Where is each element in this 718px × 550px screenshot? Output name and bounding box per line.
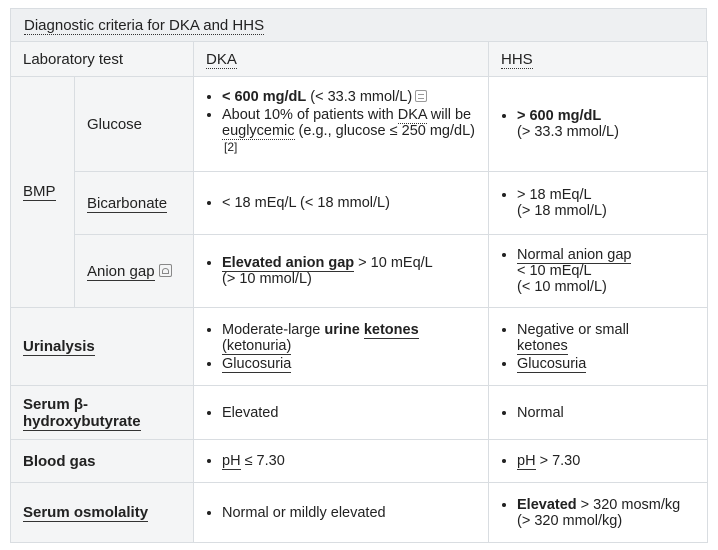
glucose-hhs: > 600 mg/dL(> 33.3 mmol/L) bbox=[488, 76, 708, 172]
serum-bhb-dka: Elevated bbox=[193, 385, 489, 440]
row-serum-bhb: Serum β-hydroxybutyrate Elevated Normal bbox=[10, 385, 708, 440]
bicarbonate-label: Bicarbonate bbox=[74, 171, 194, 235]
glucose-label: Glucose bbox=[74, 76, 194, 172]
glucose-dka: < 600 mg/dL (< 33.3 mmol/L) About 10% of… bbox=[193, 76, 489, 172]
serum-bhb-hhs: Normal bbox=[488, 385, 708, 440]
bicarbonate-hhs: > 18 mEq/L(> 18 mmol/L) bbox=[488, 171, 708, 235]
row-blood-gas: Blood gas pH ≤ 7.30 pH > 7.30 bbox=[10, 439, 708, 483]
reference-link[interactable]: [2] bbox=[224, 140, 238, 154]
row-urinalysis: Urinalysis Moderate-large urine ketones(… bbox=[10, 307, 708, 386]
header-row: Laboratory test DKA HHS bbox=[10, 41, 708, 77]
bmp-cell: BMP bbox=[10, 76, 75, 308]
row-serum-osmolality: Serum osmolality Normal or mildly elevat… bbox=[10, 482, 708, 543]
serum-osm-hhs: Elevated > 320 mosm/kg(> 320 mmol/kg) bbox=[488, 482, 708, 543]
header-dka: DKA bbox=[193, 41, 489, 77]
row-glucose: BMP Glucose < 600 mg/dL (< 33.3 mmol/L) … bbox=[10, 76, 708, 308]
dka-hhs-table-container: Diagnostic criteria for DKA and HHS Labo… bbox=[10, 8, 708, 543]
anion-gap-label: Anion gap bbox=[74, 234, 194, 308]
row-bicarbonate: Bicarbonate < 18 mEq/L (< 18 mmol/L) > 1… bbox=[11, 171, 708, 235]
table-caption: Diagnostic criteria for DKA and HHS bbox=[10, 8, 707, 41]
serum-osm-label: Serum osmolality bbox=[10, 482, 194, 543]
caption-text[interactable]: Diagnostic criteria for DKA and HHS bbox=[24, 17, 265, 35]
note-icon[interactable] bbox=[415, 90, 428, 102]
bicarbonate-dka: < 18 mEq/L (< 18 mmol/L) bbox=[193, 171, 489, 235]
header-hhs: HHS bbox=[488, 41, 708, 77]
urinalysis-label: Urinalysis bbox=[10, 307, 194, 386]
row-anion-gap: Anion gap Elevated anion gap > 10 mEq/L(… bbox=[11, 234, 708, 308]
header-lab-test: Laboratory test bbox=[10, 41, 194, 77]
blood-gas-hhs: pH > 7.30 bbox=[488, 439, 708, 483]
urinalysis-dka: Moderate-large urine ketones(ketonuria) … bbox=[193, 307, 489, 386]
blood-gas-label: Blood gas bbox=[10, 439, 194, 483]
image-icon[interactable] bbox=[158, 263, 172, 277]
anion-gap-hhs: Normal anion gap< 10 mEq/L(< 10 mmol/L) bbox=[488, 234, 708, 308]
criteria-table: Laboratory test DKA HHS BMP Glucose < 60… bbox=[10, 41, 708, 543]
bmp-link[interactable]: BMP bbox=[23, 183, 56, 201]
serum-bhb-label: Serum β-hydroxybutyrate bbox=[10, 385, 194, 440]
anion-gap-dka: Elevated anion gap > 10 mEq/L(> 10 mmol/… bbox=[193, 234, 489, 308]
blood-gas-dka: pH ≤ 7.30 bbox=[193, 439, 489, 483]
serum-osm-dka: Normal or mildly elevated bbox=[193, 482, 489, 543]
